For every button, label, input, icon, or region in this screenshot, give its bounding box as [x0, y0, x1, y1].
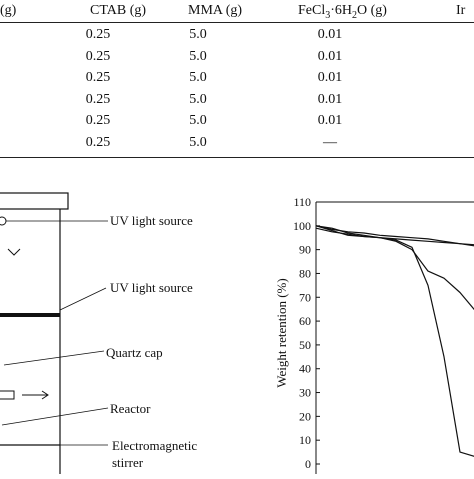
table-cell: 0.25 — [85, 134, 111, 150]
label-stirrer-2: stirrer — [112, 455, 144, 470]
table-cell: 0.01 — [317, 48, 343, 64]
y-tick-label: 20 — [299, 409, 311, 423]
table-cell: 0.25 — [85, 91, 111, 107]
y-tick-label: 80 — [299, 266, 311, 280]
lamp-housing — [0, 192, 69, 210]
y-tick-label: 0 — [305, 457, 311, 471]
series-line-3 — [315, 225, 474, 311]
series-line-4 — [315, 225, 474, 457]
label-uv-light-mid: UV light source — [110, 280, 193, 295]
reactor-diagram — [0, 192, 109, 474]
weight-retention-chart: 110 100 90 80 70 60 50 40 30 20 10 0 Weight retentio… — [270, 190, 474, 474]
reactor-tube — [0, 390, 15, 400]
y-tick-label: 110 — [293, 195, 311, 209]
table-cell: 0.25 — [85, 113, 111, 128]
table-cell: 0.25 — [85, 27, 111, 42]
label-uv-light-top: UV light source — [110, 213, 193, 228]
leader-uv-mid — [59, 287, 107, 311]
table-header-cell: (g) — [0, 3, 17, 18]
table-cell: 0.25 — [85, 48, 111, 64]
table-cell: 0.01 — [317, 27, 343, 42]
table-header-ctab: CTAB (g) — [90, 3, 147, 18]
y-tick-label: 90 — [299, 243, 311, 257]
table-cell: 5.0 — [189, 134, 207, 150]
table-cell: 5.0 — [189, 70, 207, 85]
y-tick-label: 50 — [299, 338, 311, 352]
y-tick-label: 70 — [299, 290, 311, 304]
table-cell: 0.01 — [317, 91, 343, 107]
label-stirrer-1: Electromagnetic — [112, 438, 198, 453]
table-header-fecl3: FeCl3·6H2O (g) — [298, 3, 387, 21]
table-bottom-rule — [0, 157, 474, 158]
label-quartz-cap: Quartz cap — [106, 345, 163, 360]
uv-lamp-top — [0, 216, 7, 226]
leader-quartz — [3, 350, 105, 366]
y-tick-label: 40 — [299, 362, 311, 376]
table-cell: — — [323, 134, 337, 150]
table-header-mma: MMA (g) — [188, 3, 243, 18]
table-cell: 5.0 — [189, 91, 207, 107]
y-tick-label: 10 — [299, 433, 311, 447]
table-cell: 0.01 — [317, 70, 343, 85]
y-tick-label: 30 — [299, 386, 311, 400]
leader-reactor — [1, 407, 109, 426]
table-header-ir: Ir — [456, 3, 466, 18]
y-tick-label: 100 — [293, 219, 311, 233]
y-tick-label: 60 — [299, 314, 311, 328]
light-ray-mark — [7, 248, 21, 256]
label-reactor: Reactor — [110, 401, 151, 416]
table-cell: 5.0 — [189, 27, 207, 42]
table-cell: 0.25 — [85, 70, 111, 85]
table-cell: 5.0 — [189, 113, 207, 128]
table-header-rule — [0, 22, 474, 23]
table-cell: 5.0 — [189, 48, 207, 64]
table-cell: 0.01 — [317, 113, 343, 128]
y-axis-label: Weight retention (%) — [274, 278, 289, 387]
